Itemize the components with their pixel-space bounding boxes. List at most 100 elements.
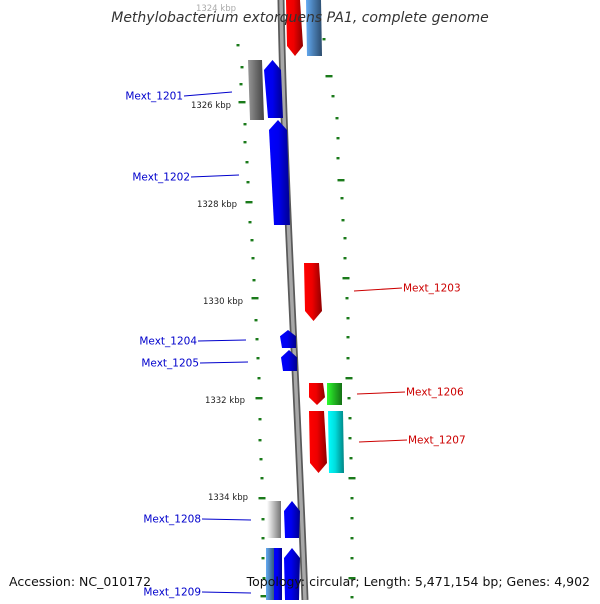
leader-line bbox=[197, 339, 247, 342]
tick-mark bbox=[243, 123, 247, 126]
gene-mext-1207[interactable] bbox=[309, 411, 327, 473]
tick-mark bbox=[260, 477, 264, 480]
gene-mext-1201[interactable] bbox=[264, 60, 283, 118]
tick-mark bbox=[349, 457, 353, 460]
kbp-label: 1332 kbp bbox=[205, 396, 245, 406]
gene-label-mext-1208[interactable]: Mext_1208 bbox=[143, 514, 201, 526]
gene-mext-1206[interactable] bbox=[309, 383, 325, 405]
tick-mark bbox=[337, 179, 345, 182]
tick-mark bbox=[345, 297, 349, 300]
tick-mark bbox=[261, 537, 265, 540]
gene-blue-1209-pair[interactable] bbox=[274, 548, 282, 600]
gene-label-mext-1205[interactable]: Mext_1205 bbox=[141, 358, 199, 370]
leader-line bbox=[358, 439, 408, 443]
gene-gray-1201-pair[interactable] bbox=[248, 60, 264, 120]
tick-mark bbox=[255, 338, 259, 341]
kbp-label: 1324 kbp bbox=[196, 4, 236, 14]
gene-mext-1205[interactable] bbox=[281, 350, 297, 371]
tick-mark bbox=[261, 518, 265, 521]
tick-mark bbox=[254, 319, 258, 322]
tick-mark bbox=[346, 317, 350, 320]
tick-mark bbox=[245, 161, 249, 164]
tick-mark bbox=[348, 437, 352, 440]
leader-line bbox=[356, 391, 406, 395]
gene-label-mext-1203[interactable]: Mext_1203 bbox=[403, 283, 461, 295]
gene-label-mext-1201[interactable]: Mext_1201 bbox=[125, 91, 183, 103]
gene-lightgray-1208-pair[interactable] bbox=[267, 501, 281, 538]
genome-backbone bbox=[279, 0, 307, 601]
tick-mark bbox=[246, 181, 250, 184]
tick-mark bbox=[325, 75, 333, 78]
map-title: Methylobacterium extorquens PA1, complet… bbox=[111, 10, 489, 26]
gene-cyan-1207-pair[interactable] bbox=[328, 411, 344, 473]
tick-mark bbox=[258, 418, 262, 421]
tick-mark bbox=[346, 336, 350, 339]
tick-mark bbox=[245, 201, 253, 204]
tick-mark bbox=[342, 277, 350, 280]
tick-mark bbox=[252, 279, 256, 282]
tick-mark bbox=[350, 517, 354, 520]
tick-mark bbox=[261, 557, 265, 560]
tick-mark bbox=[258, 497, 266, 500]
tick-mark bbox=[350, 596, 354, 599]
gene-mext-1208[interactable] bbox=[284, 501, 300, 538]
tick-mark bbox=[348, 577, 356, 580]
tick-mark bbox=[255, 397, 263, 400]
tick-mark bbox=[258, 439, 262, 442]
tick-mark bbox=[243, 141, 247, 144]
tick-mark bbox=[239, 83, 243, 86]
gene-mext-1203[interactable] bbox=[304, 263, 322, 321]
tick-mark bbox=[259, 458, 263, 461]
gene-label-mext-1207[interactable]: Mext_1207 bbox=[408, 435, 466, 447]
tick-mark bbox=[350, 537, 354, 540]
tick-mark bbox=[346, 357, 350, 360]
gene-label-mext-1202[interactable]: Mext_1202 bbox=[132, 172, 190, 184]
gene-label-mext-1209[interactable]: Mext_1209 bbox=[143, 587, 201, 599]
tick-mark bbox=[257, 377, 261, 380]
leader-line bbox=[199, 361, 249, 364]
kbp-label: 1334 kbp bbox=[208, 493, 248, 503]
tick-mark bbox=[348, 477, 356, 480]
kbp-label: 1330 kbp bbox=[203, 297, 243, 307]
tick-mark bbox=[248, 221, 252, 224]
tick-mark bbox=[240, 66, 244, 69]
gene-mext-1202[interactable] bbox=[269, 120, 290, 225]
gene-mext-1209[interactable] bbox=[284, 548, 300, 600]
tick-mark bbox=[345, 377, 353, 380]
tick-mark bbox=[343, 257, 347, 260]
tick-mark bbox=[343, 237, 347, 240]
tick-mark bbox=[350, 557, 354, 560]
gene-top-steel[interactable] bbox=[306, 0, 322, 56]
leader-line bbox=[353, 287, 403, 292]
gene-label-mext-1206[interactable]: Mext_1206 bbox=[406, 387, 464, 399]
leader-line bbox=[201, 591, 252, 594]
gene-mext-1204[interactable] bbox=[280, 330, 296, 348]
tick-mark bbox=[236, 44, 240, 47]
tick-mark bbox=[251, 257, 255, 260]
tick-mark bbox=[348, 417, 352, 420]
tick-mark bbox=[256, 357, 260, 360]
tick-mark bbox=[335, 117, 339, 120]
tick-mark bbox=[331, 95, 335, 98]
tick-mark bbox=[350, 497, 354, 500]
gene-top-red[interactable] bbox=[286, 0, 303, 56]
gene-steel-1209-pair[interactable] bbox=[266, 548, 275, 600]
tick-mark bbox=[341, 219, 345, 222]
genome-summary: Topology: circular; Length: 5,471,154 bp… bbox=[246, 574, 590, 589]
kbp-label: 1326 kbp bbox=[191, 101, 231, 111]
tick-mark bbox=[251, 297, 259, 300]
gene-label-mext-1204[interactable]: Mext_1204 bbox=[139, 336, 197, 348]
tick-mark bbox=[336, 157, 340, 160]
gene-green-1206-pair[interactable] bbox=[327, 383, 342, 405]
leader-line bbox=[190, 174, 240, 178]
tick-mark bbox=[260, 595, 268, 598]
leader-line bbox=[183, 91, 233, 97]
tick-mark bbox=[340, 197, 344, 200]
tick-mark bbox=[336, 137, 340, 140]
tick-mark bbox=[347, 397, 351, 400]
tick-mark bbox=[262, 577, 266, 580]
leader-line bbox=[201, 518, 252, 521]
tick-mark bbox=[238, 101, 246, 104]
